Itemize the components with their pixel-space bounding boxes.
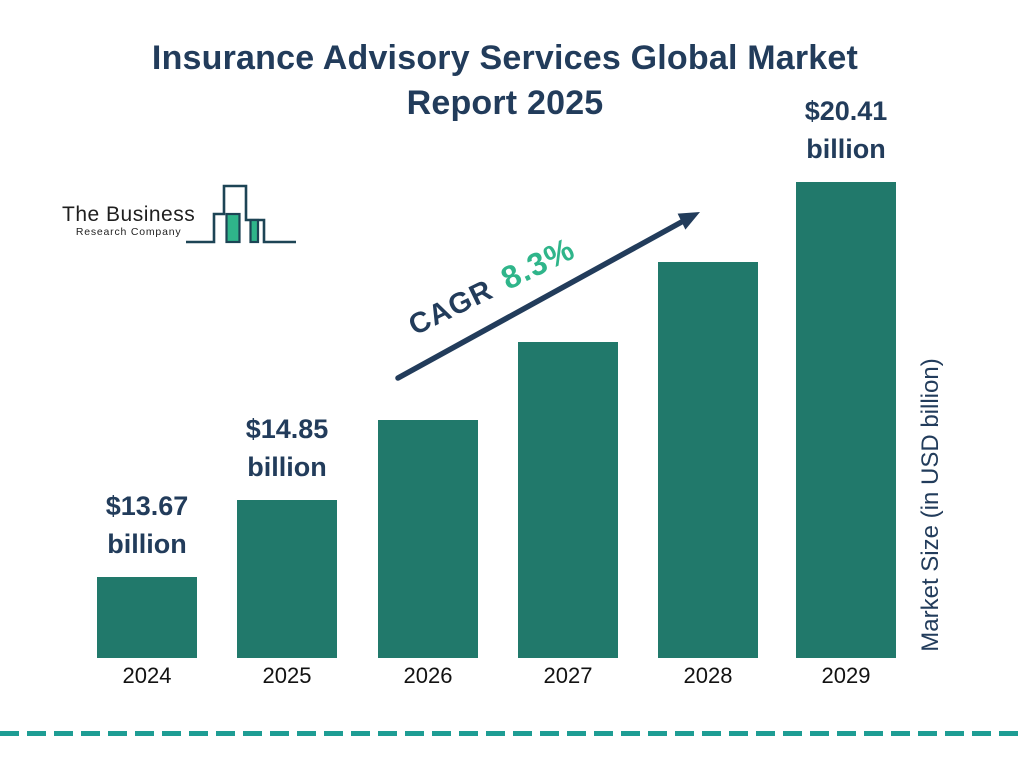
company-logo-subname: Research Company (75, 226, 182, 238)
bar-2027 (518, 342, 618, 658)
x-axis-label-2027: 2027 (543, 663, 593, 688)
value-label-2029: $20.41 billion (804, 96, 888, 164)
x-axis-label-2028: 2028 (683, 663, 733, 688)
page-title-line2: Report 2025 (406, 84, 604, 122)
page-title: Insurance Advisory Services Global Marke… (0, 36, 1010, 126)
bar-2024 (97, 577, 197, 658)
bar-2029 (796, 182, 896, 658)
y-axis-label: Market Size (in USD billion) (917, 358, 944, 652)
trend-arrow-icon (395, 212, 700, 381)
company-logo-text: The Business Research Company (62, 203, 196, 239)
x-axis-label-2024: 2024 (122, 663, 172, 688)
bar-2028 (658, 262, 758, 658)
page-title-line1: Insurance Advisory Services Global Marke… (151, 39, 859, 77)
x-axis-label-2029: 2029 (821, 663, 871, 688)
bar-2026 (378, 420, 478, 658)
company-logo: The Business Research Company (62, 176, 301, 246)
x-axis-label-2026: 2026 (403, 663, 453, 688)
bar-2025 (237, 500, 337, 658)
bar-chart-logo-icon (186, 184, 297, 244)
x-axis-label-2025: 2025 (262, 663, 312, 688)
company-logo-name: The Business (62, 203, 196, 226)
bottom-dashed-divider (0, 731, 1024, 736)
value-label-2025: $14.85 billion (245, 414, 329, 482)
value-label-2024: $13.67 billion (105, 491, 189, 559)
